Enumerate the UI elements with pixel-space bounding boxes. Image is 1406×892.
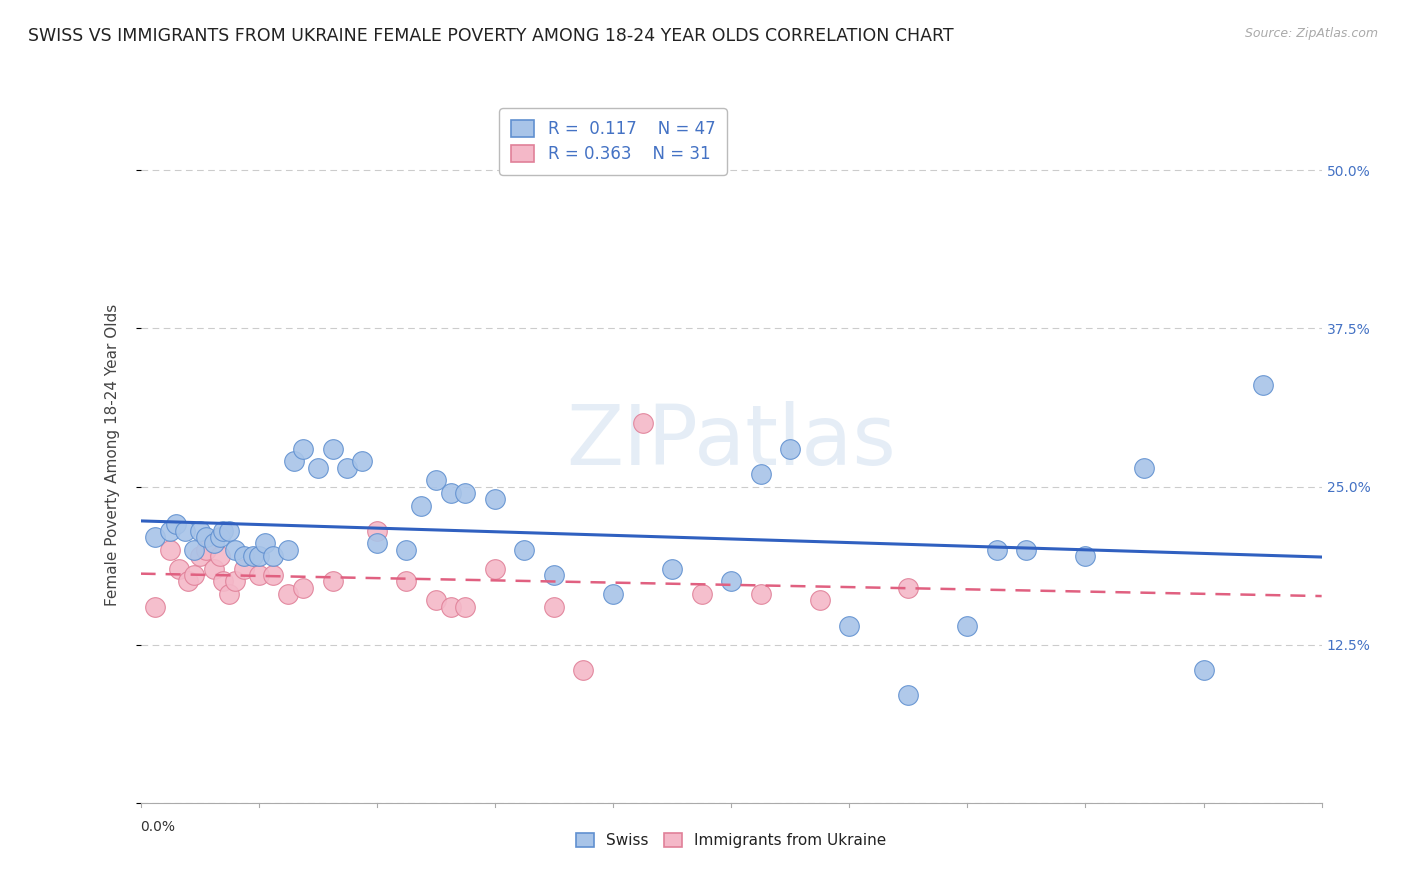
Point bbox=[484, 562, 506, 576]
Point bbox=[336, 460, 359, 475]
Legend: Swiss, Immigrants from Ukraine: Swiss, Immigrants from Ukraine bbox=[569, 827, 893, 855]
Point bbox=[1251, 378, 1274, 392]
Point bbox=[720, 574, 742, 589]
Point bbox=[262, 549, 284, 563]
Point bbox=[177, 574, 200, 589]
Point bbox=[233, 549, 256, 563]
Point bbox=[247, 549, 270, 563]
Point bbox=[202, 536, 225, 550]
Point bbox=[439, 486, 461, 500]
Point bbox=[1133, 460, 1156, 475]
Point bbox=[159, 524, 181, 538]
Point bbox=[183, 542, 205, 557]
Point bbox=[167, 562, 190, 576]
Point bbox=[253, 536, 276, 550]
Point bbox=[543, 599, 565, 614]
Point bbox=[602, 587, 624, 601]
Point bbox=[779, 442, 801, 456]
Point bbox=[897, 688, 920, 702]
Point bbox=[194, 530, 217, 544]
Point bbox=[283, 454, 305, 468]
Point bbox=[292, 581, 315, 595]
Point bbox=[194, 542, 217, 557]
Point bbox=[209, 530, 232, 544]
Point bbox=[484, 492, 506, 507]
Point bbox=[145, 599, 166, 614]
Point bbox=[307, 460, 329, 475]
Point bbox=[321, 442, 344, 456]
Text: SWISS VS IMMIGRANTS FROM UKRAINE FEMALE POVERTY AMONG 18-24 YEAR OLDS CORRELATIO: SWISS VS IMMIGRANTS FROM UKRAINE FEMALE … bbox=[28, 27, 953, 45]
Point bbox=[411, 499, 433, 513]
Text: 0.0%: 0.0% bbox=[141, 821, 176, 834]
Point bbox=[808, 593, 831, 607]
Point bbox=[572, 663, 595, 677]
Point bbox=[631, 417, 654, 431]
Point bbox=[690, 587, 713, 601]
Point bbox=[366, 536, 388, 550]
Point bbox=[661, 562, 683, 576]
Point bbox=[188, 549, 211, 563]
Point bbox=[366, 524, 388, 538]
Point bbox=[439, 599, 461, 614]
Point bbox=[454, 599, 477, 614]
Point bbox=[165, 517, 187, 532]
Point bbox=[1074, 549, 1097, 563]
Point bbox=[1015, 542, 1038, 557]
Point bbox=[262, 568, 284, 582]
Point bbox=[425, 473, 447, 487]
Point bbox=[212, 524, 235, 538]
Point bbox=[174, 524, 197, 538]
Point bbox=[749, 587, 772, 601]
Point bbox=[513, 542, 536, 557]
Point bbox=[277, 542, 299, 557]
Point bbox=[395, 574, 418, 589]
Point bbox=[543, 568, 565, 582]
Point bbox=[145, 530, 166, 544]
Point bbox=[183, 568, 205, 582]
Point bbox=[986, 542, 1008, 557]
Point bbox=[159, 542, 181, 557]
Point bbox=[956, 618, 979, 632]
Point bbox=[897, 581, 920, 595]
Point bbox=[395, 542, 418, 557]
Point bbox=[454, 486, 477, 500]
Point bbox=[292, 442, 315, 456]
Point bbox=[247, 568, 270, 582]
Point bbox=[209, 549, 232, 563]
Point bbox=[188, 524, 211, 538]
Point bbox=[425, 593, 447, 607]
Point bbox=[321, 574, 344, 589]
Point bbox=[224, 574, 246, 589]
Text: Source: ZipAtlas.com: Source: ZipAtlas.com bbox=[1244, 27, 1378, 40]
Text: ZIPatlas: ZIPatlas bbox=[567, 401, 896, 482]
Point bbox=[1192, 663, 1215, 677]
Point bbox=[218, 587, 240, 601]
Point bbox=[202, 562, 225, 576]
Point bbox=[749, 467, 772, 481]
Point bbox=[233, 562, 256, 576]
Point bbox=[218, 524, 240, 538]
Point bbox=[838, 618, 860, 632]
Point bbox=[224, 542, 246, 557]
Point bbox=[242, 549, 264, 563]
Point bbox=[212, 574, 235, 589]
Point bbox=[352, 454, 374, 468]
Y-axis label: Female Poverty Among 18-24 Year Olds: Female Poverty Among 18-24 Year Olds bbox=[105, 304, 120, 606]
Point bbox=[277, 587, 299, 601]
